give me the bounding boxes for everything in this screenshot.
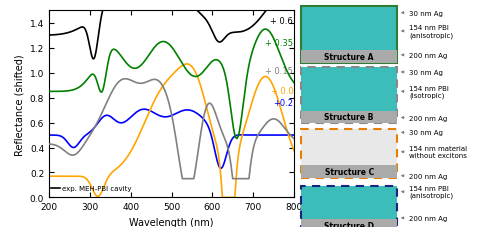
Text: 154 nm PBI
(anisotropic): 154 nm PBI (anisotropic) xyxy=(409,25,453,39)
Ellipse shape xyxy=(312,91,329,103)
Ellipse shape xyxy=(338,204,364,209)
Text: 154 nm PBI
(isotropic): 154 nm PBI (isotropic) xyxy=(409,85,449,99)
Text: + 0.15: + 0.15 xyxy=(265,67,293,75)
Ellipse shape xyxy=(363,98,390,104)
Text: +0.2: +0.2 xyxy=(273,99,293,108)
Ellipse shape xyxy=(304,15,330,22)
Text: exp. MEH-PBI cavity: exp. MEH-PBI cavity xyxy=(62,185,131,191)
Text: 200 nm Ag: 200 nm Ag xyxy=(409,53,447,59)
X-axis label: Wavelength (nm): Wavelength (nm) xyxy=(129,217,214,227)
Text: + 0.0: + 0.0 xyxy=(270,86,293,95)
Text: 30 nm Ag: 30 nm Ag xyxy=(409,130,443,136)
Ellipse shape xyxy=(338,30,364,37)
Ellipse shape xyxy=(362,18,388,25)
Text: 30 nm Ag: 30 nm Ag xyxy=(409,11,443,17)
Ellipse shape xyxy=(339,91,363,98)
Ellipse shape xyxy=(309,32,335,39)
Ellipse shape xyxy=(335,190,360,195)
Ellipse shape xyxy=(332,74,358,81)
Text: 30 nm Ag: 30 nm Ag xyxy=(409,70,443,76)
Y-axis label: Reflectance (shifted): Reflectance (shifted) xyxy=(14,54,24,155)
Text: 200 nm Ag: 200 nm Ag xyxy=(409,173,447,179)
Text: Structure A: Structure A xyxy=(324,53,374,62)
Ellipse shape xyxy=(309,205,335,210)
Ellipse shape xyxy=(335,12,360,19)
Ellipse shape xyxy=(304,192,330,197)
Text: Structure C: Structure C xyxy=(324,168,374,176)
Ellipse shape xyxy=(364,208,389,213)
Ellipse shape xyxy=(362,195,388,200)
Text: 200 nm Ag: 200 nm Ag xyxy=(409,115,447,121)
Text: Structure D: Structure D xyxy=(324,221,374,227)
Text: Structure B: Structure B xyxy=(324,113,374,122)
Text: 200 nm Ag: 200 nm Ag xyxy=(409,215,447,221)
Text: $n$ = 1.6; $k$ = 0: $n$ = 1.6; $k$ = 0 xyxy=(314,141,384,154)
Ellipse shape xyxy=(361,81,388,86)
Ellipse shape xyxy=(305,76,324,86)
Text: + 0.6: + 0.6 xyxy=(270,17,293,26)
Text: 154 nm material
without excitons: 154 nm material without excitons xyxy=(409,146,467,159)
Ellipse shape xyxy=(364,36,389,43)
Text: + 0.35: + 0.35 xyxy=(265,39,293,48)
Text: 154 nm PBI
(anisotropic): 154 nm PBI (anisotropic) xyxy=(409,185,453,199)
